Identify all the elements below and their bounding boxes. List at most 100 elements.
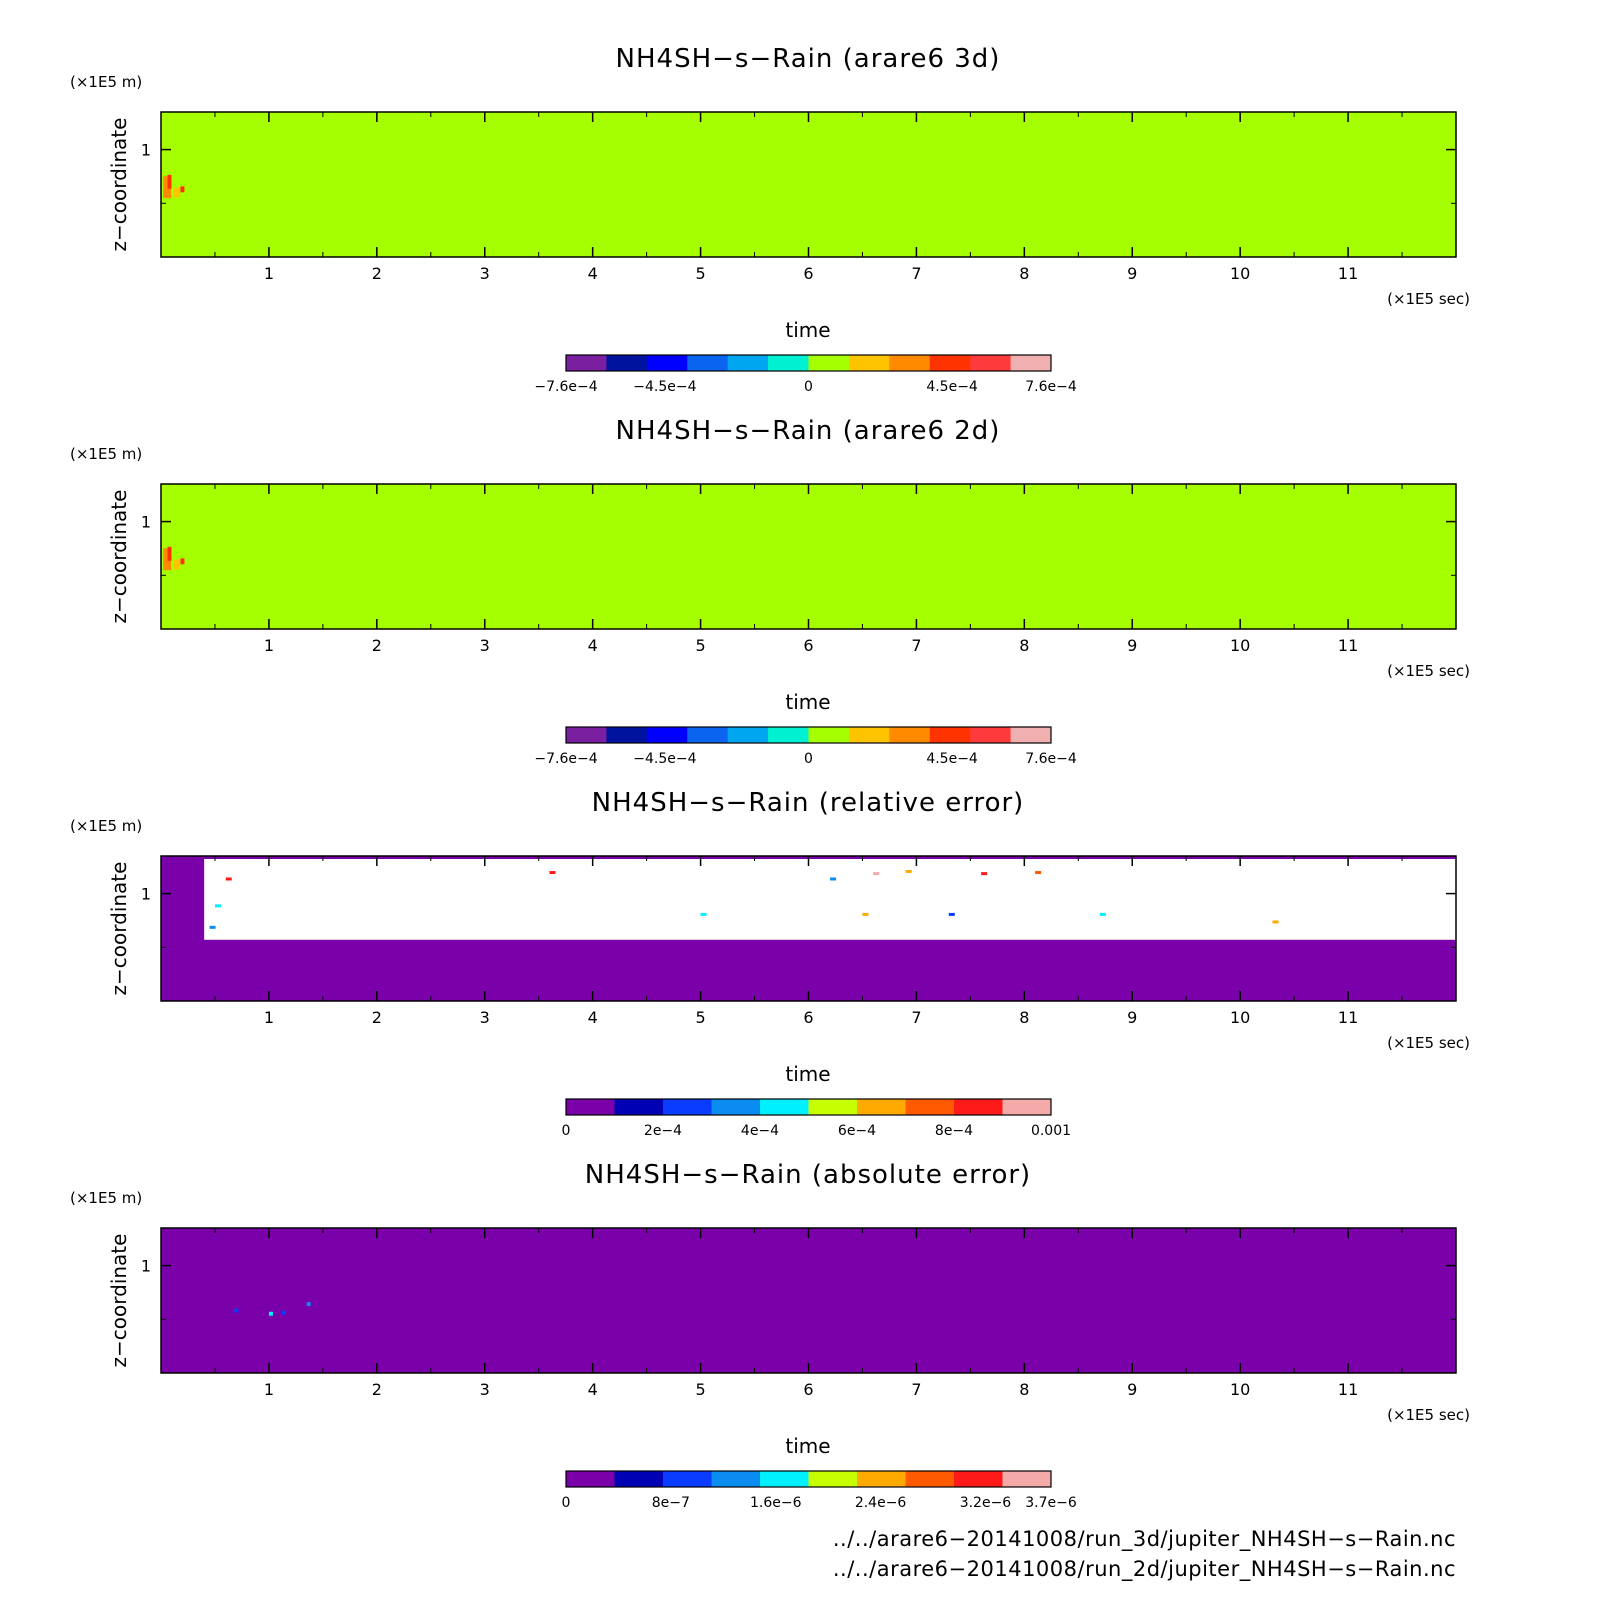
heatmap-cell <box>700 912 707 916</box>
panel-title: NH4SH−s−Rain (arare6 3d) <box>616 44 1001 74</box>
colorbar-label: 3.7e−6 <box>1025 1495 1077 1511</box>
heatmap-field <box>161 856 1457 1001</box>
colorbar-segment <box>566 1471 615 1487</box>
y-tick-label: 1 <box>141 1257 151 1276</box>
x-unit-label: (×1E5 sec) <box>1387 1406 1470 1424</box>
colorbar-label: 8e−4 <box>935 1123 973 1139</box>
colorbar-segment <box>768 727 809 743</box>
colorbar-label: 3.2e−6 <box>960 1495 1012 1511</box>
y-axis-label: z−coordinate <box>107 862 131 996</box>
x-tick-label: 5 <box>695 264 705 283</box>
x-tick-label: 8 <box>1019 636 1029 655</box>
x-tick-label: 6 <box>803 1008 813 1027</box>
colorbar-segment <box>848 727 890 743</box>
x-tick-label: 3 <box>480 264 490 283</box>
colorbar-label: −7.6e−4 <box>534 379 597 395</box>
heatmap-cell <box>161 1228 1456 1373</box>
x-tick-label: 9 <box>1127 1008 1137 1027</box>
x-tick-label: 7 <box>911 1008 921 1027</box>
heatmap-cell <box>830 877 837 881</box>
x-tick-label: 10 <box>1230 1008 1250 1027</box>
panel-4: NH4SH−s−Rain (absolute error) (×1E5 m) z−c… <box>70 1160 1470 1511</box>
y-tick-label: 1 <box>141 513 151 532</box>
footer-file-2d: ../../arare6−20141008/run_2d/jupiter_NH4… <box>833 1557 1456 1582</box>
colorbar-segment <box>566 1099 615 1115</box>
colorbar-label: −4.5e−4 <box>633 379 696 395</box>
colorbar-segment <box>889 727 931 743</box>
x-tick-label: 7 <box>911 264 921 283</box>
colorbar-segment <box>760 1471 809 1487</box>
colorbar-segment <box>727 727 769 743</box>
y-axis-label: z−coordinate <box>107 1234 131 1368</box>
heatmap-cell <box>209 925 216 929</box>
colorbar-label: 6e−4 <box>838 1123 876 1139</box>
heatmap-cell <box>306 1302 311 1307</box>
x-tick-label: 2 <box>372 1380 382 1399</box>
y-axis-label: z−coordinate <box>107 118 131 252</box>
panel-title: NH4SH−s−Rain (relative error) <box>592 788 1025 818</box>
colorbar-segment <box>646 355 688 371</box>
colorbar-segment <box>857 1099 906 1115</box>
colorbar-segment <box>566 727 607 743</box>
x-axis-label: time <box>785 1434 830 1458</box>
colorbar-segment <box>905 1099 955 1115</box>
heatmap-cell <box>204 859 1457 940</box>
x-tick-label: 8 <box>1019 1380 1029 1399</box>
heatmap-cell <box>180 558 185 565</box>
colorbar-frame <box>565 1098 1052 1116</box>
heatmap-cell <box>905 869 912 873</box>
colorbar-segment <box>646 727 688 743</box>
x-tick-label: 11 <box>1338 264 1358 283</box>
colorbar-segment <box>711 1099 761 1115</box>
x-tick-label: 1 <box>264 1380 274 1399</box>
heatmap-field <box>161 112 1456 257</box>
heatmap-cell <box>268 1311 273 1316</box>
x-tick-label: 3 <box>480 636 490 655</box>
colorbar-label: 2.4e−6 <box>855 1495 907 1511</box>
colorbar-segment <box>889 355 931 371</box>
x-tick-label: 11 <box>1338 1008 1358 1027</box>
x-tick-label: 9 <box>1127 636 1137 655</box>
heatmap-cell <box>1099 912 1106 916</box>
heatmap-cell <box>225 877 232 881</box>
x-unit-label: (×1E5 sec) <box>1387 662 1470 680</box>
x-tick-label: 6 <box>803 1380 813 1399</box>
footer-file-3d: ../../arare6−20141008/run_3d/jupiter_NH4… <box>833 1527 1456 1552</box>
colorbar-segment <box>614 1471 664 1487</box>
x-axis-label: time <box>785 318 830 342</box>
heatmap-cell <box>981 872 988 876</box>
colorbar-segment <box>687 355 729 371</box>
x-tick-label: 5 <box>695 1380 705 1399</box>
heatmap-cell <box>1272 920 1279 924</box>
colorbar-frame <box>565 1470 1052 1488</box>
colorbar-label: 0 <box>562 1495 571 1511</box>
colorbar-segment <box>663 1099 712 1115</box>
colorbar-segment <box>857 1471 906 1487</box>
heatmap-cell <box>173 187 180 198</box>
x-tick-label: 8 <box>1019 1008 1029 1027</box>
panel-3: NH4SH−s−Rain (relative error) (×1E5 m) z−c… <box>70 788 1470 1139</box>
y-unit-label: (×1E5 m) <box>70 817 142 835</box>
x-axis-label: time <box>785 690 830 714</box>
heatmap-field <box>161 1228 1456 1373</box>
x-tick-label: 4 <box>588 1380 598 1399</box>
heatmap-cell <box>948 912 955 916</box>
colorbar-segment <box>808 727 850 743</box>
colorbar-segment <box>760 1099 809 1115</box>
panel-1: NH4SH−s−Rain (arare6 3d) (×1E5 m) z−coordi… <box>70 44 1470 395</box>
x-tick-label: 3 <box>480 1380 490 1399</box>
colorbar-label: −7.6e−4 <box>534 751 597 767</box>
x-tick-label: 2 <box>372 1008 382 1027</box>
colorbar-segment <box>970 355 1012 371</box>
x-tick-label: 3 <box>480 1008 490 1027</box>
y-unit-label: (×1E5 m) <box>70 1189 142 1207</box>
colorbar-label: 0 <box>562 1123 571 1139</box>
x-tick-label: 1 <box>264 636 274 655</box>
colorbar-segment <box>808 1099 858 1115</box>
x-tick-label: 1 <box>264 1008 274 1027</box>
colorbar-label: 1.6e−6 <box>750 1495 802 1511</box>
x-tick-label: 6 <box>803 264 813 283</box>
colorbar-segment <box>954 1471 1003 1487</box>
y-axis-label: z−coordinate <box>107 490 131 624</box>
colorbar-label: 4e−4 <box>741 1123 779 1139</box>
